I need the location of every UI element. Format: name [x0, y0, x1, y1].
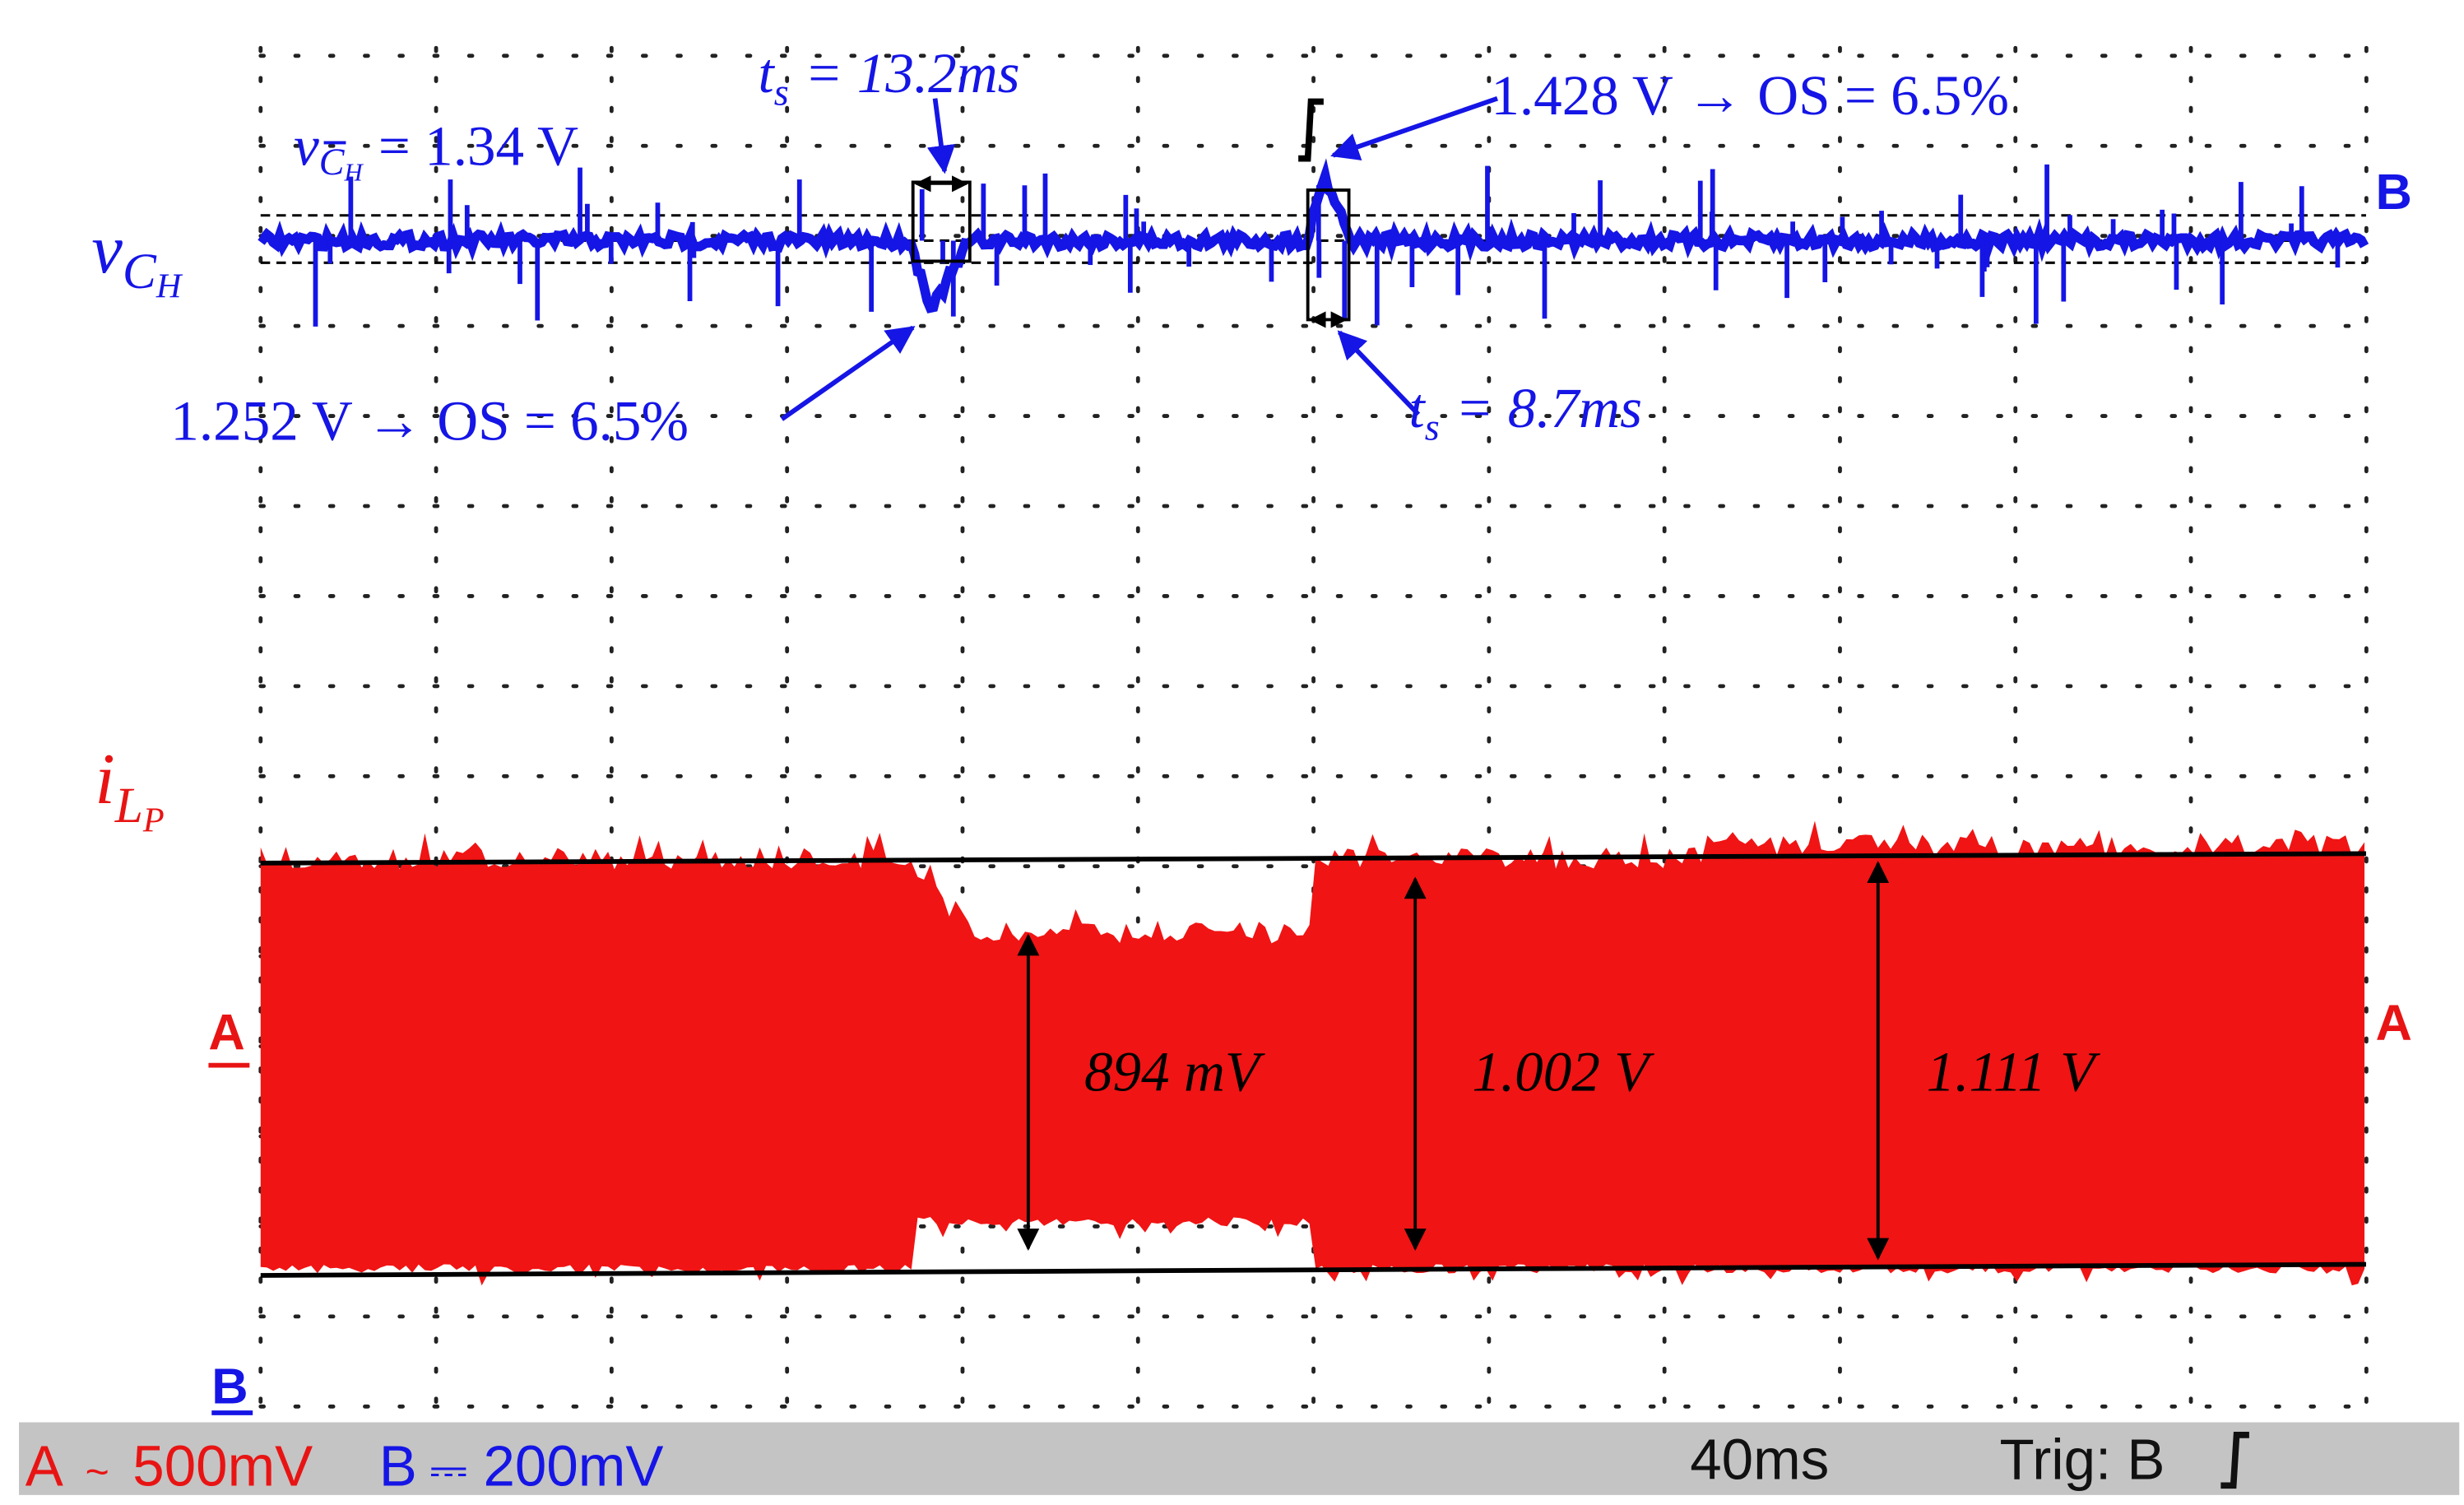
- label-sub: s: [774, 71, 789, 113]
- channel-marker: A: [2375, 995, 2411, 1052]
- arrow: [780, 325, 916, 421]
- current-trace: [260, 820, 2365, 1286]
- channel-marker: B: [2375, 164, 2411, 221]
- voltage-line: [258, 158, 2369, 314]
- envelope-top: [260, 851, 2366, 866]
- label-sub: L: [114, 778, 143, 834]
- pp-label: 1.002 V: [1472, 1039, 1654, 1103]
- overshoot-label: 1.428 V → OS = 6.5%: [1491, 63, 2009, 127]
- label-base: i: [95, 739, 115, 820]
- label-base: v: [91, 211, 123, 288]
- label-subsub: H: [344, 159, 364, 187]
- label-base: v: [294, 114, 319, 177]
- envelope-bottom: [260, 1261, 2366, 1278]
- channel-marker: B: [211, 1358, 248, 1414]
- current-band: [260, 820, 2365, 1286]
- pp-arrows: [1017, 861, 1890, 1261]
- label-base: t: [759, 41, 776, 105]
- status-scale: 200mV: [483, 1433, 663, 1498]
- envelope-lines: [260, 851, 2366, 1278]
- settling-boxes: [911, 98, 1351, 328]
- arrow: [1330, 95, 1498, 160]
- overshoot-label: 1.252 V → OS = 6.5%: [170, 388, 689, 452]
- label-subsub: H: [155, 267, 183, 306]
- label-sub: C: [319, 141, 346, 183]
- mean-label: vCH = 1.34 V: [294, 114, 578, 186]
- status-scale: 500mV: [132, 1433, 313, 1498]
- ts-label: ts = 8.7ms: [1409, 376, 1642, 448]
- status-bar: [19, 1422, 2460, 1495]
- status-channel: B: [379, 1433, 417, 1498]
- callout-arrows: [780, 95, 1498, 421]
- pp-label: 894 mV: [1084, 1039, 1265, 1103]
- label-sub: C: [123, 244, 157, 300]
- label-rest: = 13.2ms: [805, 41, 1020, 105]
- trigger-marker: [1298, 98, 1324, 162]
- arrow: [926, 98, 956, 174]
- label-rest: = 8.7ms: [1455, 376, 1642, 439]
- ts-label: ts = 13.2ms: [759, 41, 1020, 113]
- status-timebase: 40ms: [1690, 1428, 1829, 1492]
- status-trigger: Trig: B: [2000, 1428, 2165, 1492]
- trigger-icon: [2220, 1432, 2249, 1489]
- status-coupling: ~: [86, 1448, 109, 1494]
- arrow: [1337, 330, 1421, 416]
- status-coupling: ⎓: [429, 1443, 467, 1496]
- channel-label: vCH: [91, 211, 183, 306]
- pp-label: 1.111 V: [1927, 1039, 2101, 1103]
- channel-label: iLP: [95, 739, 165, 840]
- label-rest: = 1.34 V: [378, 114, 578, 177]
- voltage-trace: [258, 158, 2369, 327]
- channel-marker: A: [208, 1004, 244, 1061]
- label-base: t: [1409, 376, 1427, 439]
- label-sub: s: [1425, 406, 1440, 448]
- status-channel: A: [26, 1433, 63, 1498]
- label-subsub: P: [142, 801, 165, 839]
